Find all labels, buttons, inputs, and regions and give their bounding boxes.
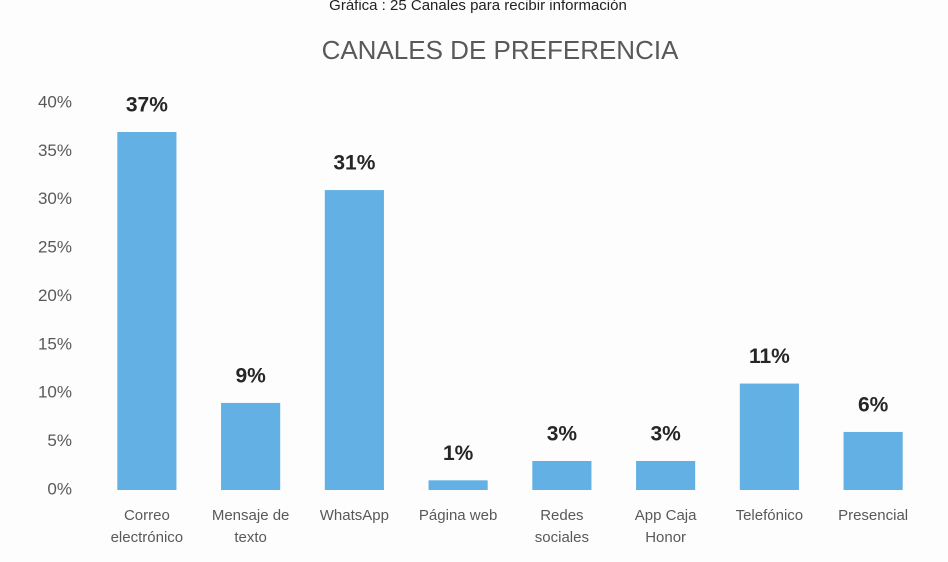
x-tick-label: Mensaje de texto	[212, 507, 290, 546]
bar	[117, 132, 177, 490]
x-tick-label: WhatsApp	[320, 507, 389, 524]
bar	[532, 460, 592, 490]
x-tick-label: Correo electrónico	[111, 507, 184, 546]
value-label: 9%	[235, 364, 266, 387]
bar	[843, 431, 903, 490]
x-tick-label: App Caja Honor	[635, 507, 697, 546]
caption: Gráfica : 25 Canales para recibir inform…	[329, 0, 627, 14]
x-tick-label: Presencial	[838, 507, 908, 524]
y-tick-label: 15%	[38, 334, 72, 353]
y-tick-label: 25%	[38, 238, 72, 257]
value-label: 3%	[650, 423, 681, 446]
y-tick-label: 30%	[38, 189, 72, 208]
y-tick-label: 20%	[38, 286, 72, 305]
x-tick-label: Telefónico	[736, 507, 804, 524]
value-label: 1%	[443, 442, 474, 465]
value-label: 11%	[749, 345, 790, 368]
y-tick-label: 10%	[38, 383, 72, 402]
bar	[324, 190, 384, 490]
chart-title: CANALES DE PREFERENCIA	[322, 35, 680, 65]
value-label: 3%	[547, 423, 578, 446]
y-tick-label: 35%	[38, 141, 72, 160]
x-tick-label: Redes sociales	[535, 507, 589, 546]
bar	[428, 480, 488, 490]
bar	[636, 460, 696, 490]
bar	[221, 402, 281, 490]
value-label: 6%	[858, 393, 889, 416]
x-tick-label: Página web	[419, 507, 497, 524]
y-tick-label: 5%	[47, 431, 72, 450]
y-tick-label: 40%	[38, 92, 72, 111]
value-label: 37%	[126, 94, 168, 117]
bar	[739, 383, 799, 490]
y-tick-label: 0%	[47, 479, 72, 498]
value-label: 31%	[333, 152, 375, 175]
